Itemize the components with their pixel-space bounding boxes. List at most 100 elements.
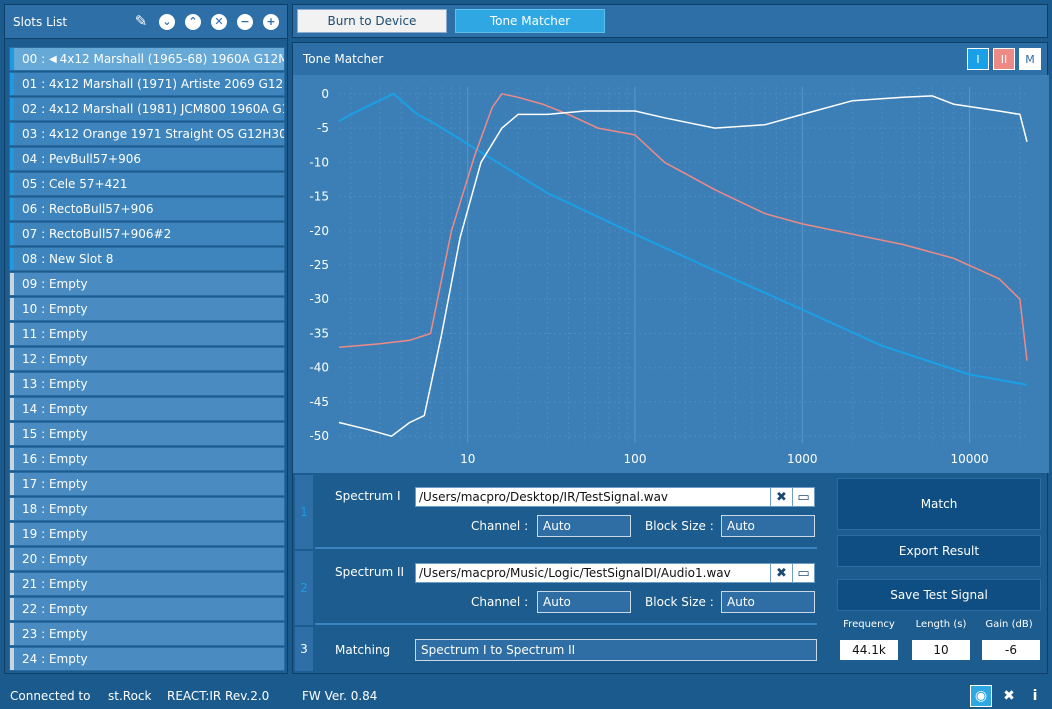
slots-panel: Slots List ✎ ⌄ ⌃ ✕ − + 00 : ◀ 4x12 Marsha… — [4, 4, 288, 674]
slot-name: Empty — [48, 302, 88, 316]
matching-section: Matching Spectrum I to Spectrum II — [315, 627, 817, 671]
slot-name: Empty — [48, 552, 88, 566]
slot-item[interactable]: 06 : RectoBull57+906 — [9, 197, 285, 221]
slot-name: New Slot 8 — [48, 252, 114, 266]
slot-item[interactable]: 02 : 4x12 Marshall (1981) JCM800 1960A G… — [9, 97, 285, 121]
frequency-label: Frequency — [843, 619, 895, 630]
spectrum-i-block-size-label: Block Size : — [645, 519, 714, 533]
slot-number: 13 : — [22, 377, 49, 391]
slot-item[interactable]: 17 : Empty — [9, 472, 285, 496]
slot-number: 06 : — [22, 202, 49, 216]
spectrum-ii-toggle[interactable]: II — [993, 48, 1015, 70]
move-down-icon[interactable]: ⌄ — [159, 13, 175, 30]
camera-icon[interactable]: ◉ — [970, 685, 992, 707]
slot-item[interactable]: 23 : Empty — [9, 622, 285, 646]
slot-name: Cele 57+421 — [48, 177, 128, 191]
slot-item[interactable]: 22 : Empty — [9, 597, 285, 621]
slot-number: 23 : — [22, 627, 49, 641]
spectrum-i-path-field[interactable]: /Users/macpro/Desktop/IR/TestSignal.wav … — [415, 487, 815, 507]
spectrum-ii-path[interactable]: /Users/macpro/Music/Logic/TestSignalDI/A… — [419, 566, 731, 580]
tone-matcher-panel: Tone Matcher I II M 0 -5 -10 -15 -20 -25 -30 -3… — [292, 42, 1049, 674]
slot-name: Empty — [48, 277, 88, 291]
match-button[interactable]: Match — [837, 478, 1041, 530]
slot-number: 16 : — [22, 452, 49, 466]
slot-number: 04 : — [22, 152, 49, 166]
slot-item[interactable]: 18 : Empty — [9, 497, 285, 521]
slot-name: Empty — [48, 377, 88, 391]
matching-mode-select[interactable]: Spectrum I to Spectrum II — [415, 639, 817, 661]
slot-item[interactable]: 01 : 4x12 Marshall (1971) Artiste 2069 G… — [9, 72, 285, 96]
slot-name: Empty — [48, 627, 88, 641]
slot-item[interactable]: 14 : Empty — [9, 397, 285, 421]
clear-path-icon[interactable]: ✖ — [770, 488, 792, 506]
spectrum-ii-channel-label: Channel : — [471, 595, 529, 609]
spectrum-ii-channel-select[interactable]: Auto — [537, 591, 631, 613]
slot-item[interactable]: 21 : Empty — [9, 572, 285, 596]
slot-item[interactable]: 08 : New Slot 8 — [9, 247, 285, 271]
slot-name: Empty — [48, 652, 88, 666]
slot-name: Empty — [48, 477, 88, 491]
matching-label: Matching — [335, 643, 391, 657]
slot-name: Empty — [48, 402, 88, 416]
y-tick-label: -50 — [309, 429, 329, 443]
status-bar: Connected to st.Rock REACT:IR Rev.2.0 FW… — [0, 682, 1052, 709]
remove-slot-icon[interactable]: − — [237, 13, 253, 30]
spectrum-i-block-size-select[interactable]: Auto — [721, 515, 815, 537]
slot-name: Empty — [48, 527, 88, 541]
frequency-field[interactable]: 44.1k — [840, 640, 898, 660]
spectrum-i-toggle[interactable]: I — [967, 48, 989, 70]
clear-slot-icon[interactable]: ✕ — [211, 13, 227, 30]
section-3-number: 3 — [295, 627, 313, 671]
slot-item[interactable]: 16 : Empty — [9, 447, 285, 471]
slot-item[interactable]: 15 : Empty — [9, 422, 285, 446]
device-model: REACT:IR Rev.2.0 — [167, 688, 270, 703]
x-tick-label: 1000 — [787, 452, 818, 466]
spectrum-ii-block-size-select[interactable]: Auto — [721, 591, 815, 613]
spectrum-i-label: Spectrum I — [335, 489, 401, 503]
slot-item[interactable]: 12 : Empty — [9, 347, 285, 371]
spectrum-ii-section: Spectrum II /Users/macpro/Music/Logic/Te… — [315, 551, 817, 625]
save-test-signal-button[interactable]: Save Test Signal — [837, 579, 1041, 611]
folder-icon[interactable]: ▭ — [792, 488, 814, 506]
slot-item[interactable]: 07 : RectoBull57+906#2 — [9, 222, 285, 246]
slot-name: RectoBull57+906#2 — [48, 227, 172, 241]
slot-number: 19 : — [22, 527, 49, 541]
slot-item[interactable]: 19 : Empty — [9, 522, 285, 546]
export-result-button[interactable]: Export Result — [837, 535, 1041, 567]
add-slot-icon[interactable]: + — [263, 13, 279, 30]
slot-name: Empty — [48, 352, 88, 366]
tools-icon[interactable]: ✖ — [1003, 688, 1015, 704]
tone-matcher-tab-button[interactable]: Tone Matcher — [455, 9, 605, 33]
move-up-icon[interactable]: ⌃ — [185, 13, 201, 30]
slot-number: 17 : — [22, 477, 49, 491]
slot-item[interactable]: 13 : Empty — [9, 372, 285, 396]
edit-icon[interactable]: ✎ — [134, 12, 148, 30]
gain-field[interactable]: -6 — [982, 640, 1040, 660]
spectrum-ii-path-field[interactable]: /Users/macpro/Music/Logic/TestSignalDI/A… — [415, 563, 815, 583]
slot-item[interactable]: 10 : Empty — [9, 297, 285, 321]
slot-item[interactable]: 04 : PevBull57+906 — [9, 147, 285, 171]
slot-item[interactable]: 00 : ◀ 4x12 Marshall (1965-68) 1960A G12M… — [9, 47, 285, 71]
spectrum-ii-line — [338, 93, 1028, 361]
slot-item[interactable]: 20 : Empty — [9, 547, 285, 571]
folder-icon[interactable]: ▭ — [792, 564, 814, 582]
slot-name: Empty — [48, 577, 88, 591]
length-field[interactable]: 10 — [912, 640, 970, 660]
info-icon[interactable]: i — [1032, 688, 1038, 704]
slot-number: 07 : — [22, 227, 49, 241]
spectrum-i-channel-select[interactable]: Auto — [537, 515, 631, 537]
slot-item[interactable]: 24 : Empty — [9, 647, 285, 671]
slot-item[interactable]: 09 : Empty — [9, 272, 285, 296]
burn-to-device-button[interactable]: Burn to Device — [297, 9, 447, 33]
slot-item[interactable]: 11 : Empty — [9, 322, 285, 346]
slot-number: 15 : — [22, 427, 49, 441]
slot-item[interactable]: 03 : 4x12 Orange 1971 Straight OS G12H30… — [9, 122, 285, 146]
spectrum-i-path[interactable]: /Users/macpro/Desktop/IR/TestSignal.wav — [419, 490, 669, 504]
clear-path-icon[interactable]: ✖ — [770, 564, 792, 582]
x-tick-label: 10 — [460, 452, 475, 466]
slot-number: 20 : — [22, 552, 49, 566]
top-bar: Burn to Device Tone Matcher — [292, 4, 1048, 38]
y-tick-label: -35 — [309, 326, 329, 340]
slot-item[interactable]: 05 : Cele 57+421 — [9, 172, 285, 196]
matched-toggle[interactable]: M — [1019, 48, 1041, 70]
